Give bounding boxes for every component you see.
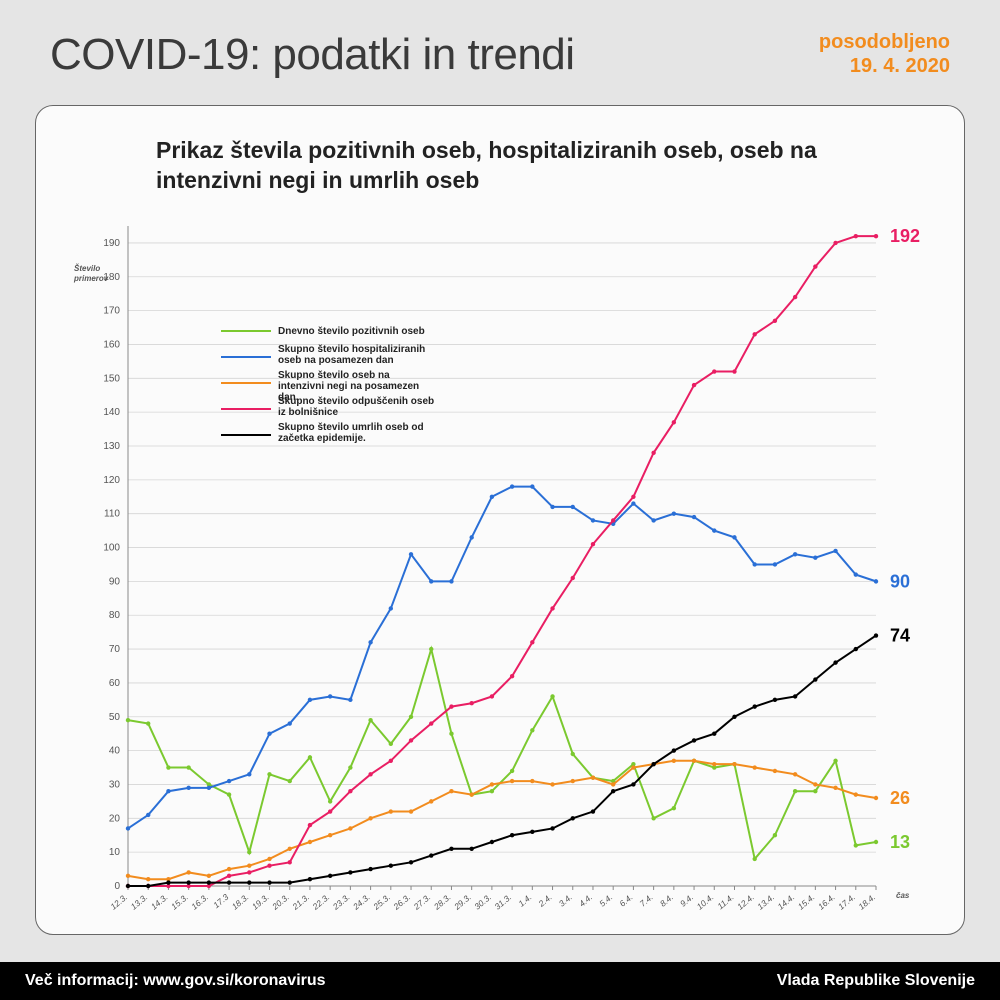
svg-text:3.4.: 3.4. (557, 892, 574, 909)
svg-text:28.3.: 28.3. (431, 892, 453, 912)
svg-text:30.3.: 30.3. (472, 892, 493, 912)
footer: Več informacij: www.gov.si/koronavirus V… (0, 962, 1000, 1000)
svg-text:140: 140 (103, 407, 120, 418)
svg-text:12.3.: 12.3. (108, 892, 129, 912)
svg-text:31.3.: 31.3. (492, 892, 513, 912)
updated-block: posodobljeno 19. 4. 2020 (819, 30, 950, 78)
svg-text:18.4.: 18.4. (856, 892, 877, 912)
svg-text:30: 30 (109, 779, 121, 790)
svg-text:50: 50 (109, 712, 121, 723)
svg-text:17.4.: 17.4. (836, 892, 857, 912)
svg-text:19.3.: 19.3. (250, 892, 271, 912)
svg-text:25.3.: 25.3. (370, 892, 392, 912)
svg-text:9.4.: 9.4. (678, 892, 695, 909)
svg-text:27.3.: 27.3. (411, 892, 433, 912)
svg-text:13: 13 (890, 832, 910, 852)
svg-text:Skupno število umrlih oseb odz: Skupno število umrlih oseb odzačetka epi… (278, 422, 424, 444)
svg-text:6.4.: 6.4. (617, 892, 634, 909)
svg-text:čas: čas (896, 891, 910, 900)
svg-text:150: 150 (103, 373, 120, 384)
svg-text:21.3.: 21.3. (290, 892, 312, 912)
svg-text:190: 190 (103, 238, 120, 249)
svg-text:130: 130 (103, 441, 120, 452)
footer-left: Več informacij: www.gov.si/koronavirus (25, 972, 326, 990)
line-chart: 0 10 20 30 40 50 60 70 80 90 100 110 120 130 140 150 160… (56, 216, 946, 936)
svg-text:12.4.: 12.4. (735, 892, 756, 912)
footer-right: Vlada Republike Slovenije (777, 972, 975, 990)
svg-text:22.3.: 22.3. (310, 892, 332, 912)
svg-text:24.3.: 24.3. (350, 892, 372, 912)
svg-text:160: 160 (103, 339, 120, 350)
svg-text:23.3.: 23.3. (330, 892, 352, 912)
svg-text:Dnevno število pozitivnih oseb: Dnevno število pozitivnih oseb (278, 326, 425, 337)
svg-text:13.3.: 13.3. (129, 892, 150, 912)
svg-text:90: 90 (109, 576, 121, 587)
updated-label: posodobljeno (819, 30, 950, 54)
svg-text:100: 100 (103, 542, 120, 553)
svg-text:8.4.: 8.4. (658, 892, 675, 909)
svg-text:120: 120 (103, 475, 120, 486)
svg-text:7.4.: 7.4. (638, 892, 655, 909)
svg-text:17.3: 17.3 (211, 891, 230, 909)
svg-text:40: 40 (109, 745, 121, 756)
svg-text:29.3.: 29.3. (451, 892, 473, 912)
svg-text:20: 20 (109, 813, 121, 824)
svg-text:18.3.: 18.3. (230, 892, 251, 912)
svg-text:20.3.: 20.3. (269, 892, 291, 912)
svg-text:70: 70 (109, 644, 121, 655)
svg-text:10.4.: 10.4. (695, 892, 716, 912)
svg-text:13.4.: 13.4. (755, 892, 776, 912)
svg-text:14.3.: 14.3. (149, 892, 170, 912)
updated-date: 19. 4. 2020 (819, 54, 950, 78)
svg-text:15.4.: 15.4. (796, 892, 817, 912)
chart-card: Prikaz števila pozitivnih oseb, hospital… (35, 105, 965, 935)
svg-text:60: 60 (109, 678, 121, 689)
svg-text:170: 170 (103, 305, 120, 316)
svg-text:16.3.: 16.3. (189, 892, 210, 912)
svg-text:2.4.: 2.4. (536, 892, 554, 909)
svg-text:26: 26 (890, 788, 910, 808)
svg-text:110: 110 (104, 508, 120, 519)
svg-text:11.4.: 11.4. (715, 892, 735, 911)
svg-text:10: 10 (109, 847, 121, 858)
svg-text:Skupno število hospitalizirani: Skupno število hospitaliziranihoseb na p… (278, 344, 425, 366)
svg-text:74: 74 (890, 625, 910, 645)
svg-text:Skupno število odpuščenih oseb: Skupno število odpuščenih osebiz bolnišn… (278, 396, 434, 418)
svg-text:5.4.: 5.4. (597, 892, 614, 909)
svg-text:26.3.: 26.3. (391, 892, 413, 912)
chart-title: Prikaz števila pozitivnih oseb, hospital… (156, 136, 904, 196)
svg-text:80: 80 (109, 610, 121, 621)
svg-text:90: 90 (890, 571, 910, 591)
svg-text:14.4.: 14.4. (776, 892, 797, 912)
svg-text:15.3.: 15.3. (169, 892, 190, 912)
svg-text:Številoprimerov: Številoprimerov (73, 264, 109, 283)
svg-text:0: 0 (114, 881, 120, 892)
header: COVID-19: podatki in trendi posodobljeno… (0, 0, 1000, 90)
svg-text:16.4.: 16.4. (816, 892, 837, 912)
svg-text:4.4.: 4.4. (577, 892, 594, 909)
page-title: COVID-19: podatki in trendi (50, 30, 575, 80)
svg-text:1.4.: 1.4. (516, 892, 533, 909)
svg-text:192: 192 (890, 226, 920, 246)
